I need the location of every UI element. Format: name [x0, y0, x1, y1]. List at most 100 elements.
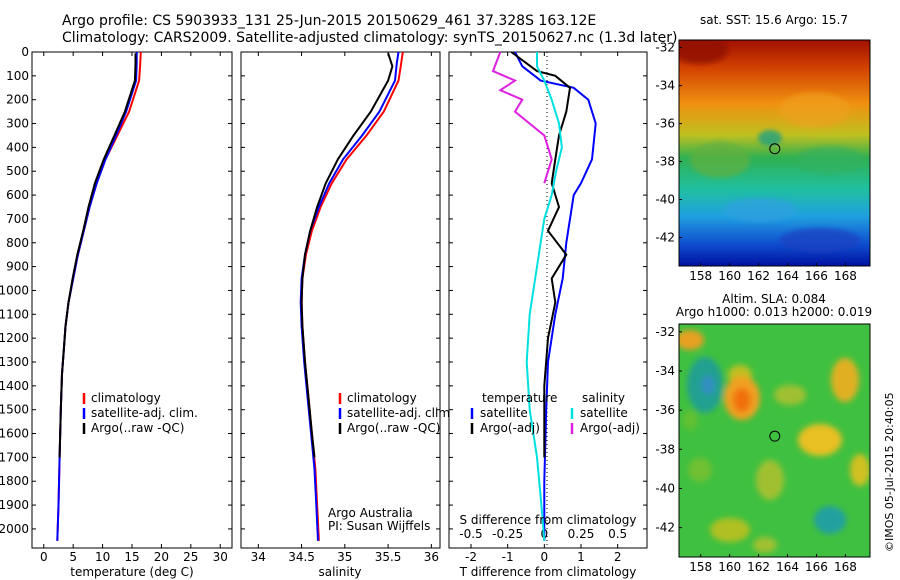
difference-legend: temperaturesatelliteArgo(-adj)salinitysa…: [470, 391, 640, 435]
lat-tick-label: -34: [655, 364, 675, 378]
annotation-argo-australia: Argo Australia: [328, 506, 413, 520]
lat-tick-label: -36: [655, 117, 675, 131]
top-tick-label: -0.25: [492, 527, 523, 541]
difference-y-ticks: [449, 51, 647, 530]
lat-tick-label: -38: [655, 442, 675, 456]
salinity-axis-label: salinity: [318, 565, 361, 579]
sla-map-panel: Altim. SLA: 0.084 Argo h1000: 0.013 h200…: [655, 292, 872, 574]
lat-tick-label: -40: [655, 481, 675, 495]
temperature-x-axis: 0 5 10 15 20 25 30: [40, 52, 228, 564]
lon-tick-label: 162: [747, 269, 770, 283]
depth-tick-label: 800: [6, 236, 29, 250]
series-line-argo-raw-qc-: [300, 52, 394, 458]
temperature-panel: 0100200300400500600700800900100011001200…: [0, 45, 233, 579]
lon-tick-label: 162: [747, 560, 770, 574]
salinity-panel: 34 34.5 35 35.5 36 climatologysatellite-adj.…: [240, 51, 454, 579]
lat-tick-label: -38: [655, 155, 675, 169]
sst-texture: [679, 40, 864, 252]
difference-plot-frame: [448, 51, 648, 549]
annotation-pi: PI: Susan Wijffels: [328, 519, 430, 533]
depth-axis: 0 100 200 300 400 500 600 700 800 900 1000 1100 1200…: [0, 45, 232, 536]
legend-label: Argo(-adj): [480, 421, 540, 435]
depth-tick-label: 1700: [0, 450, 29, 464]
header-line-1: Argo profile: CS 5903933_131 25-Jun-2015…: [62, 13, 596, 29]
argo-location-marker: [769, 143, 781, 155]
depth-tick-label: 300: [6, 117, 29, 131]
legend-label: climatology: [91, 391, 161, 405]
x-tick-label: 2: [614, 550, 622, 564]
difference-lines: [491, 51, 597, 541]
lon-tick-label: 166: [805, 269, 828, 283]
temperature-lines: [56, 51, 142, 541]
salinity-x-axis: 34 34.5 35 35.5 36: [251, 52, 439, 564]
sla-title-line-1: Altim. SLA: 0.084: [722, 292, 826, 306]
lat-tick-label: -42: [655, 231, 675, 245]
x-tick-label: 36: [424, 550, 439, 564]
x-tick-label: 34.5: [288, 550, 315, 564]
sla-title-line-2: Argo h1000: 0.013 h2000: 0.019: [676, 305, 872, 319]
difference-x-axis: -2 -1 0 1 2: [465, 52, 621, 564]
x-tick-label: 20: [154, 550, 169, 564]
sla-anomaly-blobs: [679, 330, 870, 553]
legend-label: Argo(-adj): [580, 421, 640, 435]
depth-tick-label: 1900: [0, 498, 29, 512]
top-tick-label: 0.25: [568, 527, 595, 541]
x-tick-label: 1: [577, 550, 585, 564]
temperature-plot-frame: [31, 51, 233, 549]
depth-tick-label: 1000: [0, 283, 29, 297]
lat-tick-label: -32: [655, 41, 675, 55]
depth-tick-label: 100: [6, 69, 29, 83]
depth-tick-label: 1300: [0, 355, 29, 369]
x-tick-label: 35: [337, 550, 352, 564]
x-tick-label: 0: [40, 550, 48, 564]
legend-label: satellite-adj. clim.: [91, 406, 198, 420]
depth-tick-label: 1500: [0, 403, 29, 417]
depth-tick-label: 500: [6, 164, 29, 178]
lon-tick-label: 160: [718, 269, 741, 283]
salinity-lines: [299, 51, 404, 541]
x-tick-label: 10: [95, 550, 110, 564]
legend-group-title: salinity: [582, 391, 625, 405]
x-tick-label: 34: [251, 550, 266, 564]
sst-lat-axis: -32 -34 -36 -38 -40 -42: [655, 41, 682, 245]
x-tick-label: 15: [124, 550, 139, 564]
series-line-salinity-satellite: [525, 52, 563, 541]
depth-tick-label: 200: [6, 93, 29, 107]
series-line-argo-raw-qc-: [58, 53, 137, 458]
depth-tick-label: 700: [6, 212, 29, 226]
temperature-axis-label: temperature (deg C): [70, 565, 193, 579]
depth-tick-label: 400: [6, 140, 29, 154]
sst-map-frame: [678, 39, 871, 267]
lon-tick-label: 168: [834, 269, 857, 283]
x-tick-label: -1: [502, 550, 514, 564]
sla-lon-axis: 158 160 162 164 166 168: [689, 554, 857, 574]
difference-panel: -2 -1 0 1 2 -0.5 -0.25 0 0.25 0.5 temperaturesat…: [448, 51, 648, 579]
series-line-temperature-argo-adj-: [510, 51, 572, 458]
x-tick-label: -2: [465, 550, 477, 564]
series-line-salinity-argo-adj-: [491, 51, 553, 184]
legend-group-title: temperature: [482, 391, 557, 405]
s-difference-label: S difference from climatology: [460, 513, 637, 527]
depth-tick-label: 2000: [0, 522, 29, 536]
depth-tick-label: 1800: [0, 474, 29, 488]
x-tick-label: 25: [183, 550, 198, 564]
legend-label: Argo(..raw -QC): [91, 421, 184, 435]
lat-tick-label: -32: [655, 325, 675, 339]
salinity-y-ticks: [241, 51, 440, 530]
lat-tick-label: -42: [655, 521, 675, 535]
sst-lon-axis: 158 160 162 164 166 168: [689, 263, 857, 283]
x-tick-label: 30: [213, 550, 228, 564]
argo-location-marker: [769, 430, 781, 442]
salinity-plot-frame: [240, 51, 441, 549]
lon-tick-label: 158: [689, 560, 712, 574]
legend-label: satellite: [580, 406, 628, 420]
x-tick-label: 35.5: [375, 550, 402, 564]
top-tick-label: -0.5: [459, 527, 482, 541]
x-tick-label: 5: [69, 550, 77, 564]
depth-tick-label: 1100: [0, 307, 29, 321]
series-line-temperature-satellite: [514, 51, 597, 541]
lat-tick-label: -36: [655, 403, 675, 417]
depth-tick-label: 1200: [0, 331, 29, 345]
